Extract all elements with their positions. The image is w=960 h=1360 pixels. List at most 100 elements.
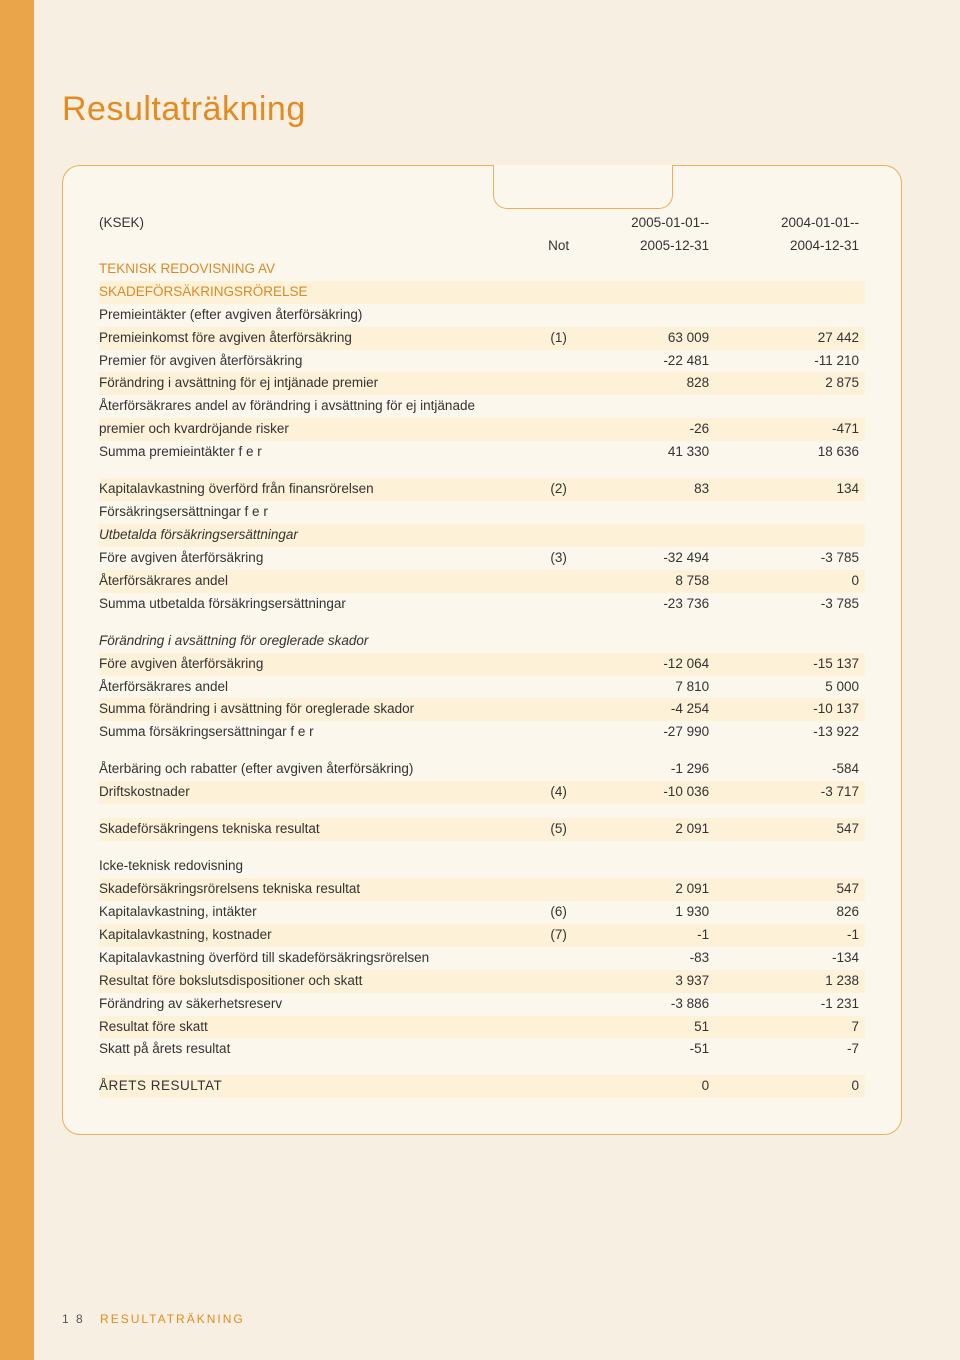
row-note: (1) — [528, 327, 589, 350]
table-row: Skadeförsäkringens tekniska resultat(5)2… — [99, 818, 865, 841]
row-value-2005 — [589, 304, 727, 327]
row-value-2004: 826 — [727, 901, 865, 924]
row-note — [528, 698, 589, 721]
page-number: 1 8 — [62, 1312, 85, 1326]
row-label: Driftskostnader — [99, 781, 528, 804]
row-note — [528, 1038, 589, 1061]
table-row — [99, 464, 865, 478]
row-label: Premieintäkter (efter avgiven återförsäk… — [99, 304, 528, 327]
row-value-2004: 547 — [727, 818, 865, 841]
row-note — [528, 524, 589, 547]
row-value-2004: -11 210 — [727, 350, 865, 373]
header-empty — [99, 235, 528, 258]
row-note — [528, 1016, 589, 1039]
table-row: Kapitalavkastning, intäkter(6)1 930826 — [99, 901, 865, 924]
table-row — [99, 744, 865, 758]
row-value-2004 — [727, 395, 865, 418]
page-footer: 1 8 RESULTATRÄKNING — [62, 1312, 245, 1326]
row-value-2005: 41 330 — [589, 441, 727, 464]
table-row: Förändring i avsättning för oreglerade s… — [99, 630, 865, 653]
spacer-cell — [99, 804, 865, 818]
row-value-2004 — [727, 524, 865, 547]
header-not: Not — [528, 235, 589, 258]
row-label: Återförsäkrares andel — [99, 676, 528, 699]
row-label: premier och kvardröjande risker — [99, 418, 528, 441]
spacer-cell — [99, 744, 865, 758]
footer-section-label: RESULTATRÄKNING — [100, 1312, 245, 1326]
row-note — [528, 441, 589, 464]
row-value-2004: 7 — [727, 1016, 865, 1039]
row-note — [528, 418, 589, 441]
table-row: Kapitalavkastning överförd från finansrö… — [99, 478, 865, 501]
spacer-cell — [99, 841, 865, 855]
row-note: (4) — [528, 781, 589, 804]
table-row — [99, 804, 865, 818]
table-row — [99, 841, 865, 855]
row-label: Utbetalda försäkringsersättningar — [99, 524, 528, 547]
header-col1-b: 2005-12-31 — [589, 235, 727, 258]
row-note — [528, 593, 589, 616]
row-label: Icke-teknisk redovisning — [99, 855, 528, 878]
row-value-2004: -3 785 — [727, 547, 865, 570]
row-note — [528, 947, 589, 970]
row-label: Förändring i avsättning för oreglerade s… — [99, 630, 528, 653]
row-note — [528, 395, 589, 418]
table-row: Resultat före bokslutsdispositioner och … — [99, 970, 865, 993]
header-col1-a: 2005-01-01-- — [589, 212, 727, 235]
row-note: (2) — [528, 478, 589, 501]
header-col2-b: 2004-12-31 — [727, 235, 865, 258]
table-row: Premier för avgiven återförsäkring-22 48… — [99, 350, 865, 373]
table-row: Återförsäkrares andel8 7580 — [99, 570, 865, 593]
table-row: Återförsäkrares andel7 8105 000 — [99, 676, 865, 699]
row-label: Återförsäkrares andel — [99, 570, 528, 593]
table-row: Premieinkomst före avgiven återförsäkrin… — [99, 327, 865, 350]
table-row: Förändring av säkerhetsreserv-3 886-1 23… — [99, 993, 865, 1016]
row-label: Kapitalavkastning, intäkter — [99, 901, 528, 924]
table-row: Summa försäkringsersättningar f e r-27 9… — [99, 721, 865, 744]
row-value-2005: -83 — [589, 947, 727, 970]
row-label: Summa utbetalda försäkringsersättningar — [99, 593, 528, 616]
row-value-2004: 27 442 — [727, 327, 865, 350]
row-value-2004: -7 — [727, 1038, 865, 1061]
row-value-2005: -4 254 — [589, 698, 727, 721]
row-label: Premieinkomst före avgiven återförsäkrin… — [99, 327, 528, 350]
table-row: Förändring i avsättning för ej intjänade… — [99, 372, 865, 395]
spacer-cell — [99, 1061, 865, 1075]
income-statement-table: (KSEK) 2005-01-01-- 2004-01-01-- Not 200… — [99, 212, 865, 1098]
row-note — [528, 570, 589, 593]
row-value-2005 — [589, 855, 727, 878]
row-value-2004: -3 785 — [727, 593, 865, 616]
table-row: ÅRETS RESULTAT00 — [99, 1075, 865, 1098]
row-note — [528, 258, 589, 281]
row-value-2005: 8 758 — [589, 570, 727, 593]
row-label: Före avgiven återförsäkring — [99, 547, 528, 570]
row-value-2005: -3 886 — [589, 993, 727, 1016]
box-tab-notch — [493, 165, 673, 209]
row-note — [528, 304, 589, 327]
row-value-2004: -584 — [727, 758, 865, 781]
row-label: Resultat före bokslutsdispositioner och … — [99, 970, 528, 993]
page-title: Resultaträkning — [62, 90, 902, 129]
table-row: Försäkringsersättningar f e r — [99, 501, 865, 524]
row-value-2004: -471 — [727, 418, 865, 441]
row-value-2005 — [589, 258, 727, 281]
row-value-2005: -23 736 — [589, 593, 727, 616]
row-value-2005: 0 — [589, 1075, 727, 1098]
row-value-2005: 828 — [589, 372, 727, 395]
table-row: Skadeförsäkringsrörelsens tekniska resul… — [99, 878, 865, 901]
row-label: Summa premieintäkter f e r — [99, 441, 528, 464]
table-row: Återbäring och rabatter (efter avgiven å… — [99, 758, 865, 781]
table-row: Resultat före skatt517 — [99, 1016, 865, 1039]
table-row — [99, 616, 865, 630]
row-value-2004 — [727, 501, 865, 524]
row-value-2005: 51 — [589, 1016, 727, 1039]
row-value-2005: -1 296 — [589, 758, 727, 781]
row-label: Kapitalavkastning överförd från finansrö… — [99, 478, 528, 501]
table-row: premier och kvardröjande risker -26-471 — [99, 418, 865, 441]
header-ksek: (KSEK) — [99, 212, 528, 235]
row-note — [528, 350, 589, 373]
row-value-2005 — [589, 395, 727, 418]
row-value-2004: 134 — [727, 478, 865, 501]
row-value-2005: -26 — [589, 418, 727, 441]
row-value-2004: -134 — [727, 947, 865, 970]
